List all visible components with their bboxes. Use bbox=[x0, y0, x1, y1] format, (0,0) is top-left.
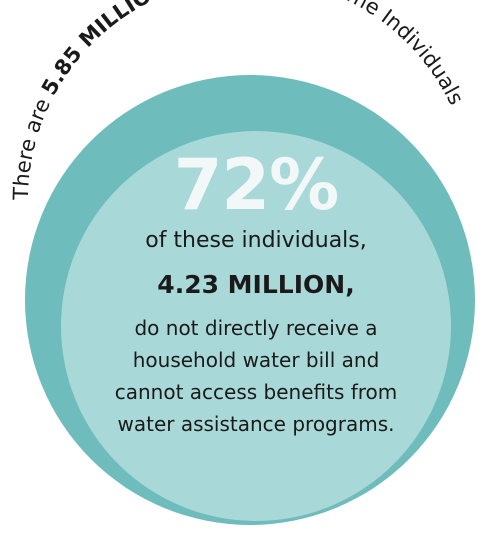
million-figure: 4.23 MILLION, bbox=[96, 270, 416, 300]
body-line-1: do not directly receive a bbox=[134, 316, 378, 340]
subline-text: of these individuals, bbox=[145, 228, 367, 253]
body-line-3: cannot access benefits from bbox=[114, 380, 398, 404]
percent-figure: 72% bbox=[173, 144, 340, 226]
inner-circle bbox=[61, 131, 451, 521]
arc-prefix: There are bbox=[9, 88, 58, 201]
body-line-4: water assistance programs. bbox=[117, 412, 395, 436]
body-line-2: household water bill and bbox=[132, 348, 380, 372]
million-suffix: , bbox=[345, 270, 355, 299]
arc-number: 5.85 MILLION bbox=[37, 0, 171, 99]
million-value: 4.23 MILLION bbox=[157, 270, 346, 299]
